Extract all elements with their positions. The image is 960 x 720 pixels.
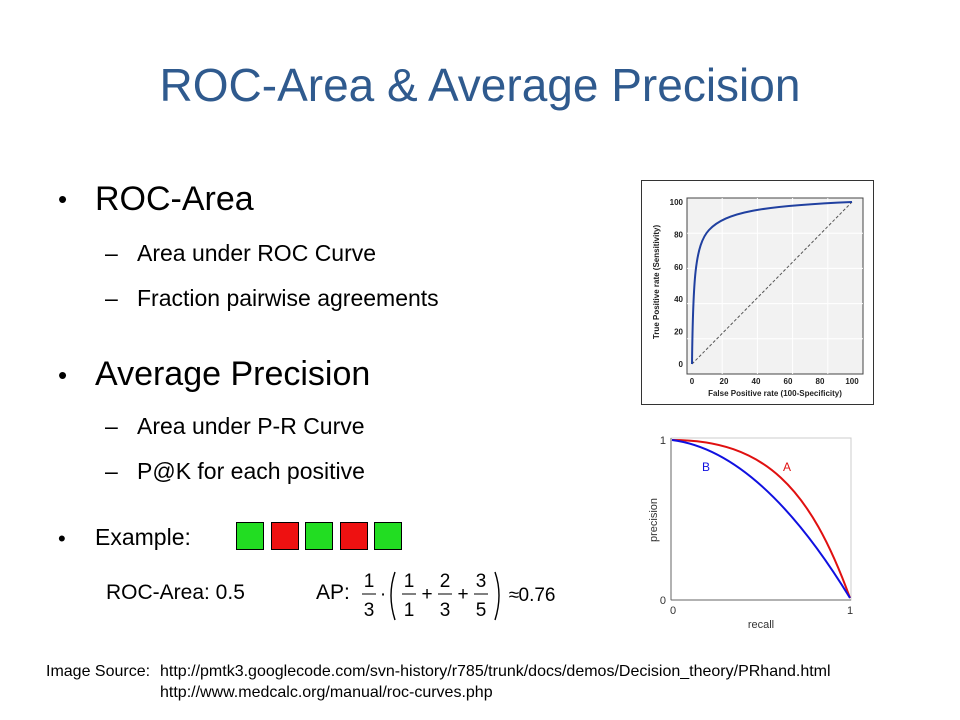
pr-x-tick-0: 0 bbox=[670, 605, 676, 617]
dash: – bbox=[105, 240, 118, 266]
sub-bullet: Fraction pairwise agreements bbox=[137, 285, 439, 311]
roc-diagonal bbox=[691, 201, 853, 365]
ranking-box-green bbox=[236, 522, 264, 550]
roc-y-tick: 100 bbox=[670, 198, 684, 207]
svg-text:≈: ≈ bbox=[509, 585, 519, 606]
formula-lead-num: 1 bbox=[364, 571, 375, 592]
slide-title: ROC-Area & Average Precision bbox=[159, 59, 801, 111]
roc-curve bbox=[691, 201, 853, 365]
formula-num-1: 1 bbox=[404, 571, 415, 592]
dash: – bbox=[105, 285, 118, 311]
bullet-roc-area: ROC-Area bbox=[95, 180, 254, 218]
roc-y-tick: 80 bbox=[674, 230, 683, 239]
ranking-box-green bbox=[374, 522, 402, 550]
sub-bullet: Area under ROC Curve bbox=[137, 240, 377, 266]
roc-x-tick: 80 bbox=[816, 377, 825, 386]
roc-y-tick: 20 bbox=[674, 328, 683, 337]
ranking-box-green bbox=[305, 522, 333, 550]
pr-curve-label-b: B bbox=[702, 460, 710, 474]
roc-x-tick: 20 bbox=[720, 377, 729, 386]
formula-num-2: 2 bbox=[440, 571, 451, 592]
pr-curve-a bbox=[671, 439, 851, 599]
bullet-average-precision: Average Precision bbox=[95, 355, 371, 393]
pr-curve-label-a: A bbox=[783, 460, 791, 474]
pr-y-axis-label: precision bbox=[648, 498, 660, 542]
roc-y-axis-label: True Positive rate (Sensitivity) bbox=[652, 225, 661, 340]
formula-num-3: 3 bbox=[476, 571, 487, 592]
bullet-dot: • bbox=[58, 526, 66, 551]
pr-x-axis-label: recall bbox=[748, 619, 774, 631]
roc-y-tick: 60 bbox=[674, 263, 683, 272]
example-label: Example: bbox=[95, 524, 191, 550]
roc-x-axis-label: False Positive rate (100-Specificity) bbox=[708, 389, 842, 398]
roc-chart: 0 20 40 60 80 100 0 20 40 60 80 100 False Positive… bbox=[641, 180, 874, 405]
svg-text:·: · bbox=[380, 584, 386, 605]
roc-y-tick: 40 bbox=[674, 295, 683, 304]
image-source-label: Image Source: bbox=[46, 663, 151, 680]
roc-x-tick: 100 bbox=[845, 377, 859, 386]
bullet-dot: • bbox=[58, 360, 68, 390]
formula-lead-den: 3 bbox=[364, 600, 375, 621]
image-source-url-1[interactable]: http://pmtk3.googlecode.com/svn-history/… bbox=[160, 663, 831, 680]
sub-bullet: P@K for each positive bbox=[137, 458, 365, 484]
sub-bullet: Area under P-R Curve bbox=[137, 413, 365, 439]
pr-x-tick-1: 1 bbox=[847, 605, 853, 617]
roc-x-tick: 40 bbox=[752, 377, 761, 386]
ranking-box-red bbox=[339, 522, 368, 550]
pr-y-tick-0: 0 bbox=[660, 595, 666, 607]
svg-text:+: + bbox=[457, 584, 468, 605]
bullet-dot: • bbox=[58, 184, 68, 214]
roc-x-tick: 60 bbox=[784, 377, 793, 386]
formula-den-1: 1 bbox=[404, 600, 415, 621]
roc-y-tick: 0 bbox=[679, 360, 684, 369]
ranking-box-red bbox=[270, 522, 299, 550]
ap-formula: 1 3 · 1 1 + 2 3 + 3 5 ≈ 0.76 bbox=[362, 571, 555, 621]
formula-approx: 0.76 bbox=[519, 585, 555, 606]
dash: – bbox=[105, 458, 118, 484]
formula-den-2: 3 bbox=[440, 600, 451, 621]
roc-x-tick: 0 bbox=[690, 377, 695, 386]
roc-area-value: ROC-Area: 0.5 bbox=[106, 581, 245, 604]
pr-chart: A B 1 0 0 1 recall precision bbox=[648, 435, 853, 631]
ap-label: AP: bbox=[316, 581, 350, 604]
dash: – bbox=[105, 413, 118, 439]
pr-curve-b bbox=[671, 439, 851, 599]
svg-text:+: + bbox=[421, 584, 432, 605]
pr-y-tick-1: 1 bbox=[660, 435, 666, 447]
formula-den-3: 5 bbox=[476, 600, 487, 621]
image-source-url-2[interactable]: http://www.medcalc.org/manual/roc-curves… bbox=[160, 684, 493, 701]
